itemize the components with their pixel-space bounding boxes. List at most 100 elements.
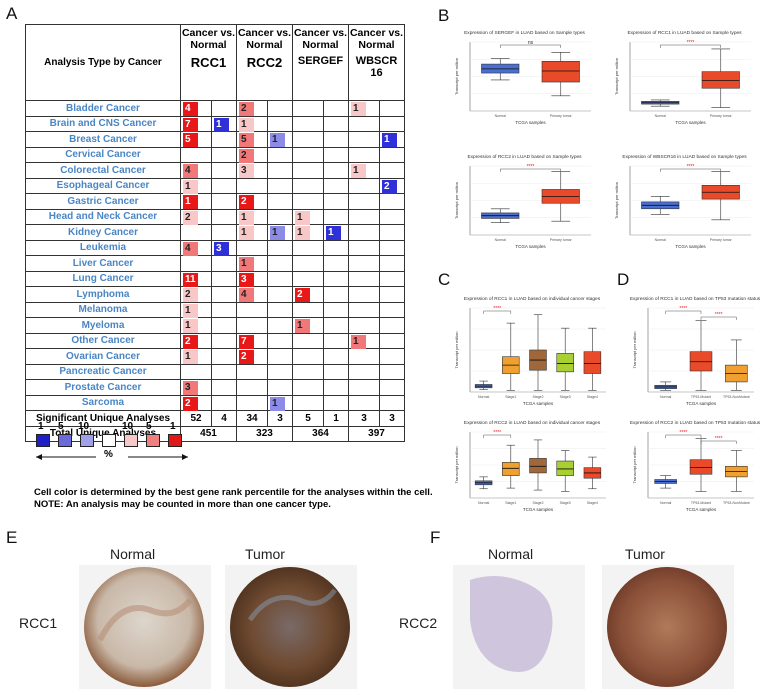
table-cell [236, 177, 268, 194]
table-cell [180, 146, 212, 163]
gene-header-sub: Cancer vs. Normal [237, 27, 292, 51]
table-row: Brain and CNS Cancer 7 1 1 [25, 115, 405, 132]
table-cell [211, 177, 237, 194]
table-cell: 2 [236, 348, 268, 365]
group-label: Primary tumor [710, 114, 733, 118]
table-cell [292, 379, 324, 396]
group-label: Normal [478, 501, 490, 505]
table-cell [211, 146, 237, 163]
cancer-type-label: Melanoma [25, 301, 181, 318]
gene-header-wbscr16: Cancer vs. Normal WBSCR 16 [348, 24, 405, 101]
cancer-type-label: Other Cancer [25, 332, 181, 349]
box [701, 71, 740, 89]
table-cell [211, 363, 237, 380]
box [529, 349, 547, 371]
table-cell: 3 [236, 162, 268, 179]
plot-title: Expression of SERGEF in LUAD based on Sa… [464, 30, 585, 36]
analysis-count: 2 [239, 102, 254, 116]
panel-label-e: E [6, 528, 18, 547]
group-label: Stage1 [505, 501, 516, 505]
significance-bracket [483, 310, 512, 314]
analysis-count: 1 [270, 226, 285, 240]
table-row: Liver Cancer 1 [25, 255, 405, 272]
analysis-count: 2 [183, 288, 198, 302]
box [481, 212, 520, 219]
table-cell [211, 224, 237, 241]
box [725, 466, 748, 478]
table-cell: 1 [267, 224, 293, 241]
boxplot [647, 307, 754, 393]
table-cell [323, 255, 349, 272]
analysis-count: 1 [239, 257, 254, 271]
gene-header-sub: Cancer vs. Normal [293, 27, 348, 51]
legend-number: 1 [38, 421, 44, 432]
panel-label-b: B [438, 6, 450, 25]
table-cell: 4 [180, 162, 212, 179]
cancer-type-label: Kidney Cancer [25, 224, 181, 241]
cancer-type-label: Myeloma [25, 317, 181, 334]
table-cell: 1 [292, 208, 324, 225]
table-cell [379, 286, 405, 303]
group-label: Stage4 [587, 395, 598, 399]
significance-label: **** [687, 164, 695, 170]
x-axis-label: TCGA samples [675, 120, 706, 125]
table-cell [323, 239, 349, 256]
table-cell [323, 177, 349, 194]
group-label: Normal [655, 114, 667, 118]
legend-swatch [124, 434, 138, 447]
table-row: Sarcoma 2 1 [25, 394, 405, 411]
significance-bracket [665, 310, 702, 314]
box [641, 201, 680, 210]
table-cell [323, 193, 349, 210]
tissue-texture [247, 588, 337, 622]
table-cell [211, 301, 237, 318]
cancer-type-label: Prostate Cancer [25, 379, 181, 396]
table-row: Myeloma 1 1 [25, 317, 405, 334]
legend-swatch [36, 434, 50, 447]
panel-label-d: D [617, 270, 630, 289]
analysis-count: 1 [270, 396, 285, 411]
table-cell [211, 348, 237, 365]
table-cell [323, 270, 349, 287]
cancer-type-label: Pancreatic Cancer [25, 363, 181, 380]
table-row: Ovarian Cancer 1 2 [25, 348, 405, 365]
significant-value: 5 [292, 410, 324, 427]
y-axis-label: Transcript per million [454, 447, 459, 484]
analysis-count: 2 [239, 350, 254, 364]
table-cell [379, 255, 405, 272]
significant-value: 3 [379, 410, 405, 427]
gene-header-sergef: Cancer vs. Normal SERGEF [292, 24, 349, 101]
legend-note-2: NOTE: An analysis may be counted in more… [34, 499, 331, 510]
boxplot [469, 431, 606, 499]
plot-title: Expression of WBSCR16 in LUAD based on S… [622, 154, 747, 160]
legend-number: 5 [146, 421, 152, 432]
x-axis-label: TCGA samples [515, 244, 546, 249]
table-cell [379, 332, 405, 349]
analysis-count: 1 [351, 102, 366, 116]
group-label: Stage3 [560, 501, 571, 505]
analysis-count: 5 [183, 133, 198, 147]
table-cell: 1 [180, 177, 212, 194]
table-cell: 5 [236, 131, 268, 148]
table-cell [379, 224, 405, 241]
significance-label: ns [528, 40, 534, 46]
table-cell [348, 363, 380, 380]
cancer-type-label: Lung Cancer [25, 270, 181, 287]
table-cell: 4 [236, 286, 268, 303]
table-cell [236, 301, 268, 318]
table-cell: 1 [180, 193, 212, 210]
table-cell [267, 239, 293, 256]
table-cell [379, 239, 405, 256]
table-cell: 1 [348, 100, 380, 117]
panel-label-a: A [6, 4, 18, 23]
table-cell [348, 146, 380, 163]
table-cell [379, 208, 405, 225]
ihc-gene-label-rcc1: RCC1 [19, 615, 58, 631]
plot-title: Expression of RCC1 in LUAD based on indi… [464, 296, 601, 302]
total-value: 397 [348, 425, 405, 442]
table-cell [180, 224, 212, 241]
table-cell: 1 [348, 332, 380, 349]
table-cell: 4 [180, 239, 212, 256]
significance-bracket [500, 168, 561, 172]
significance-bracket [660, 44, 721, 48]
